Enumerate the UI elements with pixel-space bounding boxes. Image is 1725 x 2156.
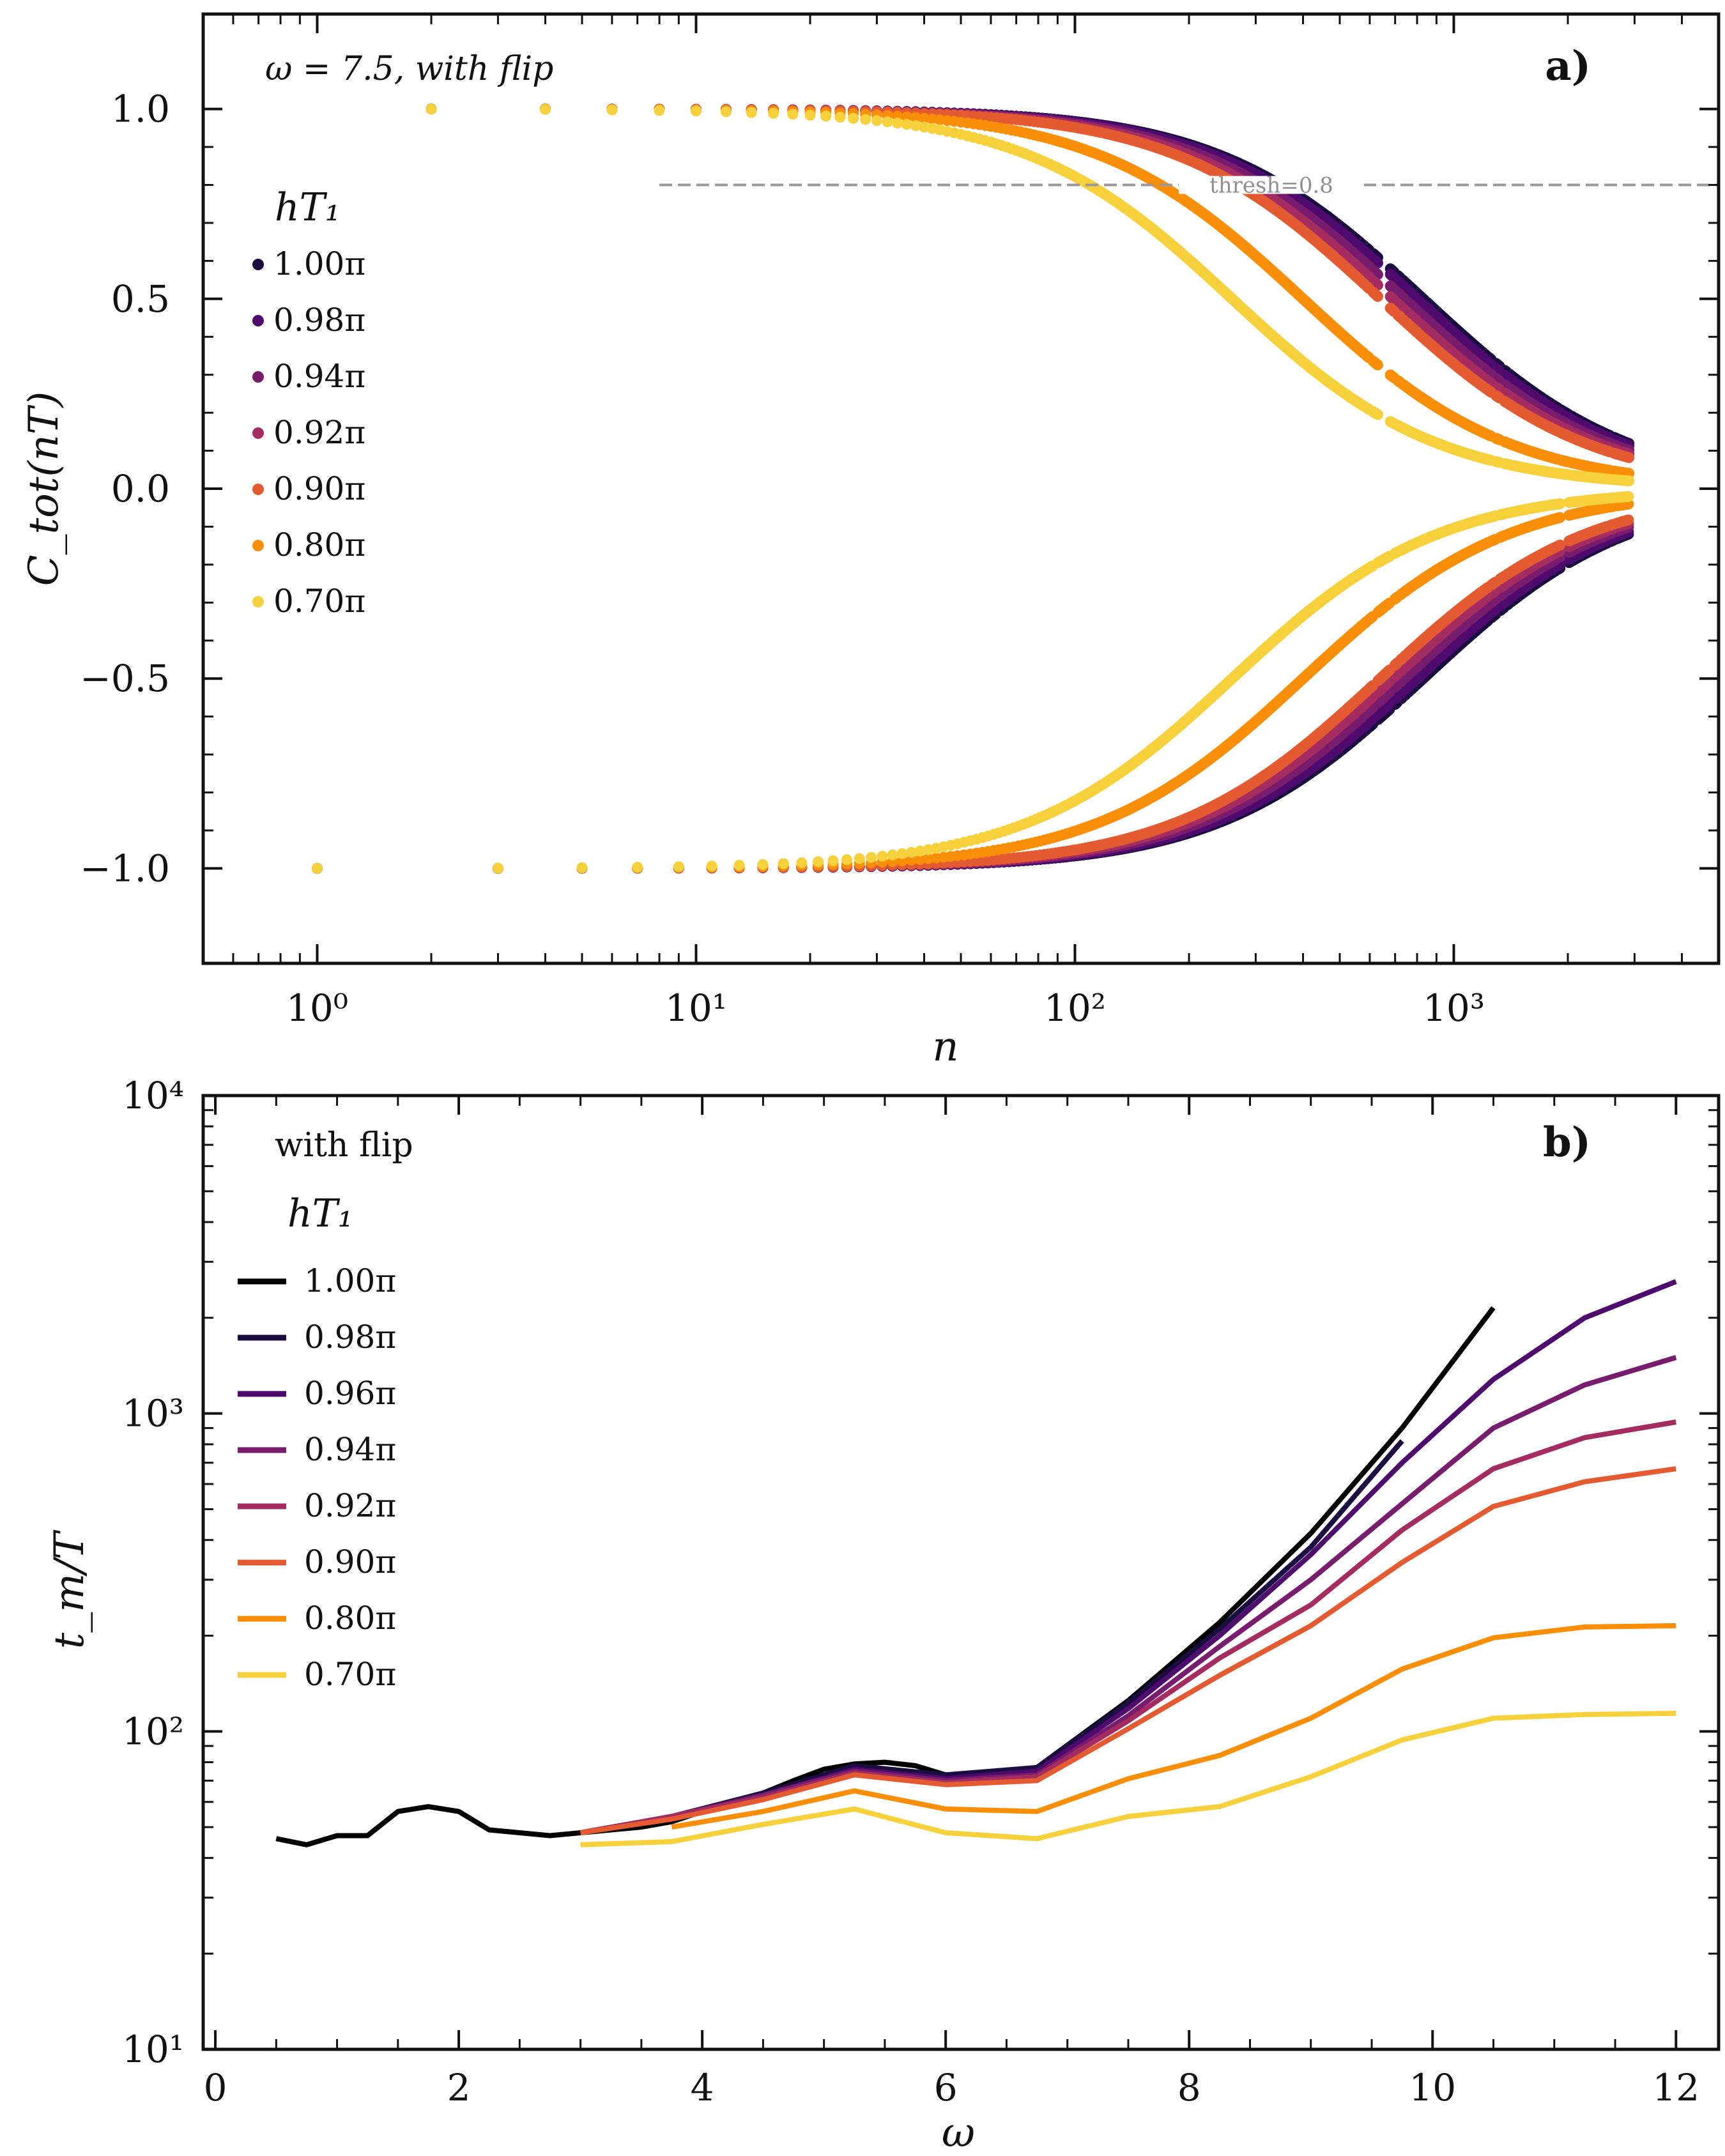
series-0.94π [312, 103, 1635, 874]
series-0.92π [312, 103, 1635, 874]
data-point [1372, 291, 1383, 302]
panel-a-marks [312, 103, 1635, 874]
panel-a: thresh=0.8 10⁰ 10¹ 10² 10³1.00.50.0−0.5−1.0… [20, 12, 1721, 1071]
series-0.98π [312, 103, 1635, 874]
series-0.90π [312, 103, 1635, 874]
series-1.00π [312, 103, 1635, 874]
